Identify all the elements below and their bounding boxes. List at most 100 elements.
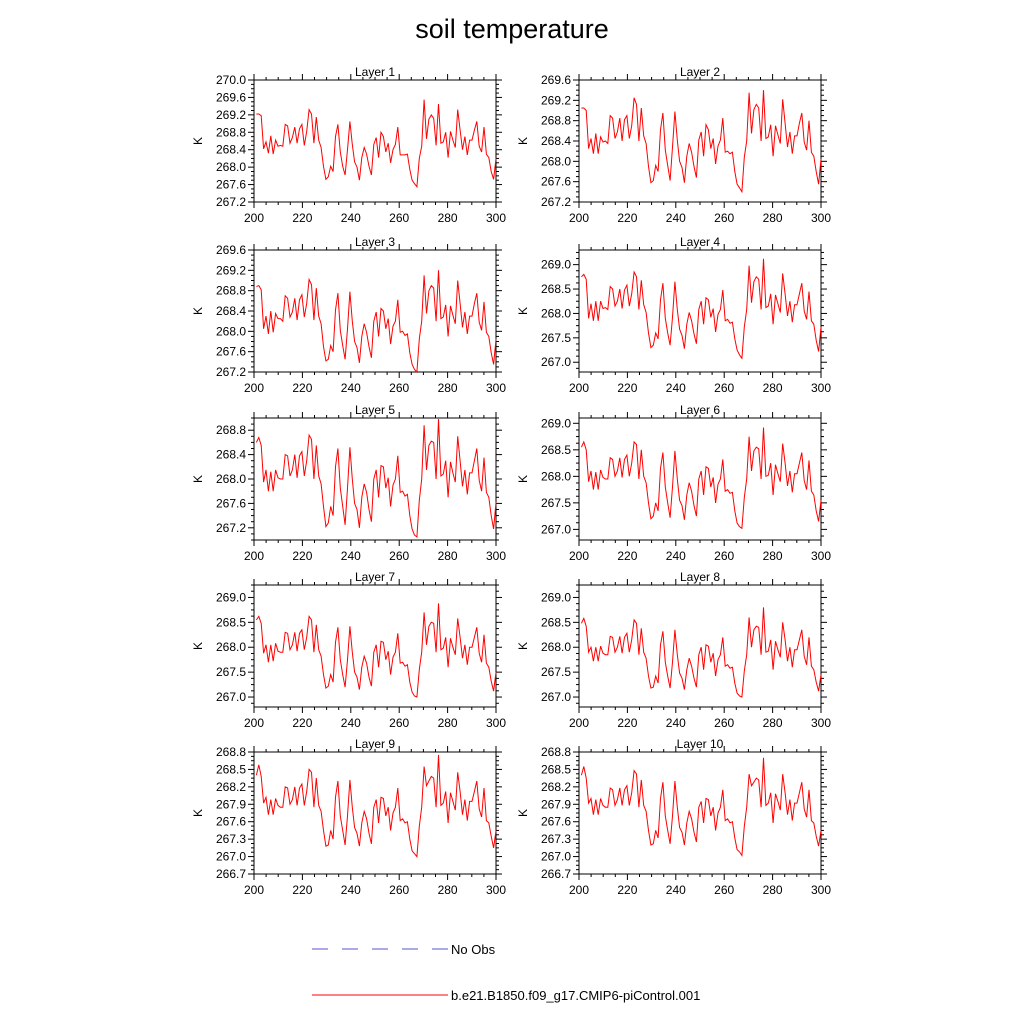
panel-6-xtick-label: 260 (714, 549, 734, 563)
panel-3-ytick-label: 268.4 (216, 304, 246, 318)
panel-1-xtick-label: 280 (438, 211, 458, 225)
panel-4-series-line (581, 258, 822, 360)
legend-model-label: b.e21.B1850.f09_g17.CMIP6-piControl.001 (451, 988, 700, 1003)
panel-2-ytick-label: 267.2 (541, 195, 571, 209)
panel-4-xtick-label: 260 (714, 381, 734, 395)
panel-8-series-line (580, 607, 822, 698)
panel-3-ytick-label: 267.2 (216, 365, 246, 379)
panel-7-xtick-label: 200 (244, 716, 264, 730)
panel-5-ytick-label: 267.6 (216, 496, 246, 510)
panel-2-ytick-label: 269.6 (541, 73, 571, 87)
panel-3-xtick-label: 300 (486, 381, 506, 395)
panel-5-title: Layer 5 (355, 403, 395, 417)
panel-2-ytick-label: 269.2 (541, 93, 571, 107)
panel-6-xtick-label: 300 (811, 549, 831, 563)
panel-1-series-line (256, 99, 497, 188)
panel-7-xtick-label: 220 (292, 716, 312, 730)
panel-5-ylabel: K (191, 475, 205, 483)
panel-10-ytick-label: 268.2 (541, 780, 571, 794)
panel-6-title: Layer 6 (680, 403, 720, 417)
panel-5-ytick-label: 268.8 (216, 423, 246, 437)
panel-6-ytick-label: 269.0 (541, 416, 571, 430)
panel-8-ytick-label: 268.5 (541, 615, 571, 629)
panel-10-xtick-label: 240 (666, 883, 686, 897)
panel-1-ytick-label: 268.0 (216, 160, 246, 174)
panel-9-ytick-label: 268.2 (216, 780, 246, 794)
panel-6-xtick-label: 240 (666, 549, 686, 563)
panel-4-xtick-label: 240 (666, 381, 686, 395)
panel-7-xtick-label: 240 (341, 716, 361, 730)
chart-title: soil temperature (415, 14, 609, 44)
panel-10-series-line (580, 757, 822, 857)
panel-8-xtick-label: 300 (811, 716, 831, 730)
panel-1-ytick-label: 267.2 (216, 195, 246, 209)
panel-6-ytick-label: 267.5 (541, 496, 571, 510)
panel-9-xtick-label: 300 (486, 883, 506, 897)
panel-8-xtick-label: 220 (617, 716, 637, 730)
panel-7-xtick-label: 280 (438, 716, 458, 730)
panel-1-ytick-label: 267.6 (216, 178, 246, 192)
panel-8-xtick-label: 280 (763, 716, 783, 730)
panel-3-xtick-label: 200 (244, 381, 264, 395)
panel-7-xtick-label: 260 (389, 716, 409, 730)
panel-3-series-line (256, 270, 497, 374)
panel-1-ylabel: K (191, 137, 205, 145)
panel-9-ytick-label: 268.8 (216, 745, 246, 759)
panel-10-ytick-label: 267.6 (541, 815, 571, 829)
panel-3-title: Layer 3 (355, 235, 395, 249)
panel-7-ytick-label: 269.0 (216, 590, 246, 604)
panel-5-xtick-label: 220 (292, 549, 312, 563)
panel-8-title: Layer 8 (680, 570, 720, 584)
panel-6-frame (578, 417, 822, 541)
panel-9-ytick-label: 267.9 (216, 797, 246, 811)
panel-10-frame (578, 751, 822, 875)
panel-8-ytick-label: 267.0 (541, 690, 571, 704)
panel-5-ytick-label: 268.4 (216, 448, 246, 462)
panel-9-ytick-label: 267.3 (216, 832, 246, 846)
panel-5-ytick-label: 267.2 (216, 521, 246, 535)
panel-5-ytick-label: 268.0 (216, 472, 246, 486)
panel-1-xtick-label: 300 (486, 211, 506, 225)
panel-7-frame (253, 584, 497, 708)
panel-2-xtick-label: 260 (714, 211, 734, 225)
panel-1-ytick-label: 270.0 (216, 73, 246, 87)
panel-2-title: Layer 2 (680, 65, 720, 79)
panel-8-xtick-label: 260 (714, 716, 734, 730)
panel-2-ytick-label: 268.8 (541, 114, 571, 128)
panel-2-ylabel: K (516, 137, 530, 145)
panel-4-ytick-label: 267.0 (541, 355, 571, 369)
panel-5-frame (253, 417, 497, 541)
panel-4-ytick-label: 267.5 (541, 331, 571, 345)
panel-1-ytick-label: 269.2 (216, 108, 246, 122)
panel-3-xtick-label: 280 (438, 381, 458, 395)
panel-8-xtick-label: 200 (569, 716, 589, 730)
panel-9-xtick-label: 240 (341, 883, 361, 897)
panel-4-ylabel: K (516, 307, 530, 315)
panel-3-frame (253, 249, 497, 373)
panel-10-ylabel: K (516, 809, 530, 817)
panel-3-ytick-label: 268.8 (216, 284, 246, 298)
panel-2-frame (578, 79, 822, 203)
panel-2-ytick-label: 268.4 (541, 134, 571, 148)
panel-7-ytick-label: 268.0 (216, 640, 246, 654)
panel-10-ytick-label: 267.9 (541, 797, 571, 811)
panel-9-ytick-label: 266.7 (216, 867, 246, 881)
panel-10-ytick-label: 267.3 (541, 832, 571, 846)
panel-7-ytick-label: 268.5 (216, 615, 246, 629)
panel-5-xtick-label: 300 (486, 549, 506, 563)
panel-1-xtick-label: 240 (341, 211, 361, 225)
panel-3-ylabel: K (191, 307, 205, 315)
panel-1-xtick-label: 220 (292, 211, 312, 225)
panel-4-ytick-label: 268.0 (541, 306, 571, 320)
panel-9-ytick-label: 267.0 (216, 850, 246, 864)
panel-10-title: Layer 10 (677, 737, 724, 751)
panel-3-xtick-label: 240 (341, 381, 361, 395)
panel-3-xtick-label: 260 (389, 381, 409, 395)
panel-9-xtick-label: 200 (244, 883, 264, 897)
panel-6-ylabel: K (516, 475, 530, 483)
panel-2-xtick-label: 220 (617, 211, 637, 225)
panel-3-ytick-label: 269.2 (216, 263, 246, 277)
panel-2-ytick-label: 267.6 (541, 175, 571, 189)
panel-3-xtick-label: 220 (292, 381, 312, 395)
panel-5-series-line (255, 419, 497, 538)
